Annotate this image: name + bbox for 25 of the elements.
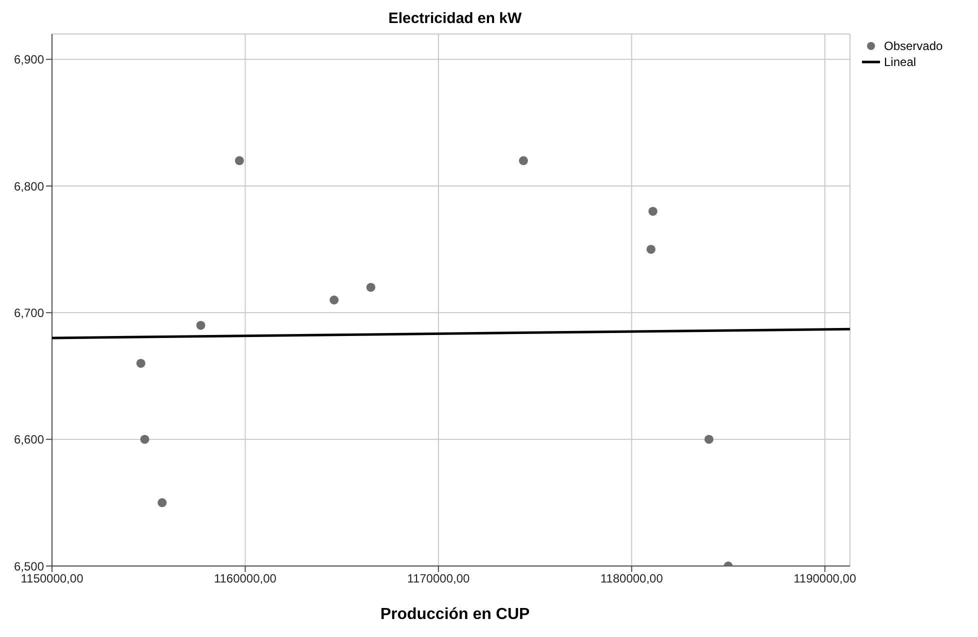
x-tick-label: 1160000,00 (214, 572, 277, 586)
point (648, 206, 658, 216)
y-tick-label: 6,900 (14, 52, 44, 67)
chart-title: Electricidad en kW (387, 10, 523, 27)
y-tick-label: 6,600 (14, 432, 44, 447)
point (196, 320, 206, 330)
legend-label: Observado (884, 39, 943, 53)
x-axis-title: Producción en CUP (379, 606, 531, 624)
x-tick-label: 1190000,00 (794, 572, 856, 586)
point (518, 156, 528, 166)
y-tick-label: 6,800 (14, 179, 44, 194)
point (234, 156, 244, 166)
point (158, 498, 167, 508)
y-tick-label: 6,500 (14, 559, 44, 574)
x-tick-label: 1180000,00 (600, 572, 664, 586)
point (366, 282, 376, 292)
legend-label: Lineal (884, 55, 916, 69)
point (704, 434, 714, 444)
point (140, 434, 150, 444)
point (646, 244, 656, 254)
x-tick-label: 1170000,00 (407, 572, 470, 586)
point (136, 358, 146, 368)
y-tick-label: 6,700 (14, 306, 44, 320)
x-tick-label: 1150000,00 (20, 572, 84, 586)
point (330, 296, 339, 304)
